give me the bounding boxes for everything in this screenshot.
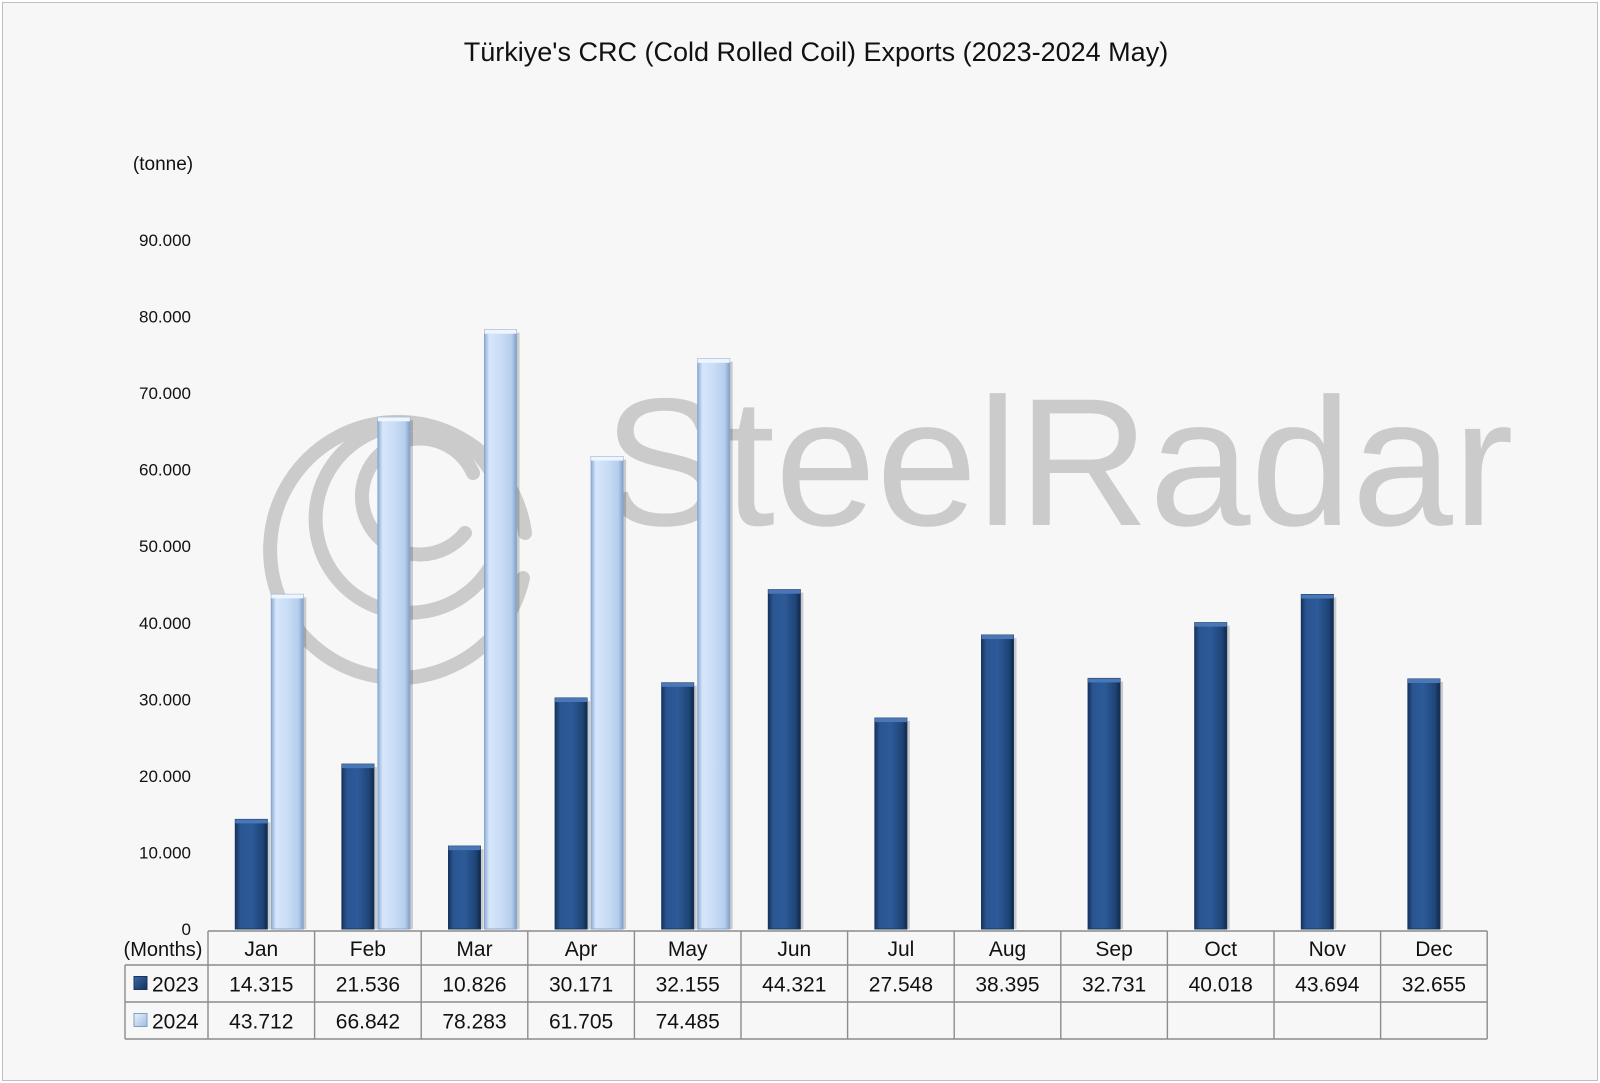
data-label: 10.826 <box>442 974 506 997</box>
data-label: 32.731 <box>1082 974 1146 997</box>
data-label: 61.705 <box>549 1011 613 1034</box>
category-label: Apr <box>565 938 598 961</box>
category-label: Nov <box>1309 938 1347 961</box>
bar-top-highlight <box>484 329 517 334</box>
data-label: 27.548 <box>869 974 933 997</box>
legend-swatch-2023 <box>133 976 148 990</box>
data-label: 21.536 <box>336 974 400 997</box>
bar-top-highlight <box>697 358 730 363</box>
category-label: Jan <box>244 938 278 961</box>
bar-2023-Nov <box>1300 593 1334 930</box>
y-tick-label: 50.000 <box>139 537 191 556</box>
category-label: Feb <box>350 938 386 961</box>
bar-2024-Feb <box>377 416 411 930</box>
bar-top-highlight <box>555 698 588 703</box>
bar-2024-Jan <box>270 593 304 930</box>
category-label: Jul <box>887 938 914 961</box>
bar-2024-May <box>697 358 731 930</box>
bar-2023-Jan <box>234 818 268 930</box>
bar-2023-Mar <box>448 845 481 930</box>
data-label: 38.395 <box>975 974 1039 997</box>
bar-2023-Dec <box>1407 678 1441 930</box>
bar-2023-Jun <box>767 589 801 930</box>
y-tick-label: 20.000 <box>139 767 191 786</box>
bar-2023-Sep <box>1087 677 1121 930</box>
data-label: 40.018 <box>1189 974 1253 997</box>
y-tick-label: 0 <box>182 920 191 939</box>
bar-2023-Oct <box>1194 622 1228 930</box>
bar-top-highlight <box>661 682 694 687</box>
bar-top-highlight <box>768 589 801 594</box>
category-label: Mar <box>456 938 492 961</box>
bar-2023-Apr <box>554 697 588 930</box>
category-label: Dec <box>1415 938 1452 961</box>
y-tick-label: 90.000 <box>139 231 191 250</box>
bar-2023-Feb <box>341 763 375 930</box>
bar-top-highlight <box>981 635 1014 640</box>
x-axis-label: (Months) <box>124 939 203 961</box>
data-label: 14.315 <box>229 974 293 997</box>
data-label: 78.283 <box>442 1011 506 1034</box>
data-label: 43.712 <box>229 1011 293 1034</box>
bar-top-highlight <box>271 594 304 599</box>
y-tick-label: 60.000 <box>139 461 191 480</box>
bar-top-highlight <box>448 846 481 851</box>
data-label: 74.485 <box>656 1011 720 1034</box>
y-tick-label: 40.000 <box>139 614 191 633</box>
data-table: (Months) Jan Feb Mar Apr May Jun Jul Aug Sep Oct No… <box>124 930 1488 1040</box>
bar-group <box>234 329 1443 930</box>
bar-top-highlight <box>1407 679 1440 684</box>
data-label: 32.155 <box>656 974 720 997</box>
y-tick-label: 10.000 <box>139 843 191 862</box>
bar-top-highlight <box>1194 622 1227 627</box>
data-label: 44.321 <box>762 974 826 997</box>
bar-2023-Jul <box>874 717 908 930</box>
legend-label: 2024 <box>152 1011 199 1034</box>
y-tick-label: 80.000 <box>139 308 191 327</box>
chart-title: Türkiye's CRC (Cold Rolled Coil) Exports… <box>464 37 1168 67</box>
bar-2023-Aug <box>981 634 1014 930</box>
bar-top-highlight <box>341 764 374 769</box>
bar-top-highlight <box>235 819 268 824</box>
steelradar-watermark: SteelRadar <box>263 360 1514 685</box>
data-label: 30.171 <box>549 974 613 997</box>
bar-top-highlight <box>377 417 410 422</box>
category-label: Jun <box>777 938 811 961</box>
bar-top-highlight <box>874 718 907 723</box>
bar-2024-Apr <box>590 456 624 930</box>
data-label: 66.842 <box>336 1011 400 1034</box>
y-tick-label: 70.000 <box>139 384 191 403</box>
legend-label: 2023 <box>152 974 199 997</box>
category-label: Aug <box>989 938 1026 961</box>
category-label: May <box>668 938 708 961</box>
category-label: Sep <box>1095 938 1132 961</box>
bar-chart: SteelRadar Türkiye's CRC (Cold Rolled Co… <box>124 37 1514 1040</box>
data-label: 32.655 <box>1402 974 1466 997</box>
category-label: Oct <box>1204 938 1237 961</box>
y-tick-label: 30.000 <box>139 690 191 709</box>
bar-top-highlight <box>591 456 624 461</box>
legend-swatch-2024 <box>133 1013 148 1027</box>
y-axis-ticks: 0 10.000 20.000 30.000 40.000 50.000 60.000 70.… <box>139 231 191 939</box>
data-label: 43.694 <box>1295 974 1360 997</box>
bar-top-highlight <box>1301 594 1334 599</box>
bar-2024-Mar <box>484 329 517 930</box>
bar-top-highlight <box>1088 678 1121 683</box>
y-axis-label: (tonne) <box>133 154 193 175</box>
svg-text:SteelRadar: SteelRadar <box>603 360 1514 564</box>
bar-2023-May <box>661 682 695 930</box>
